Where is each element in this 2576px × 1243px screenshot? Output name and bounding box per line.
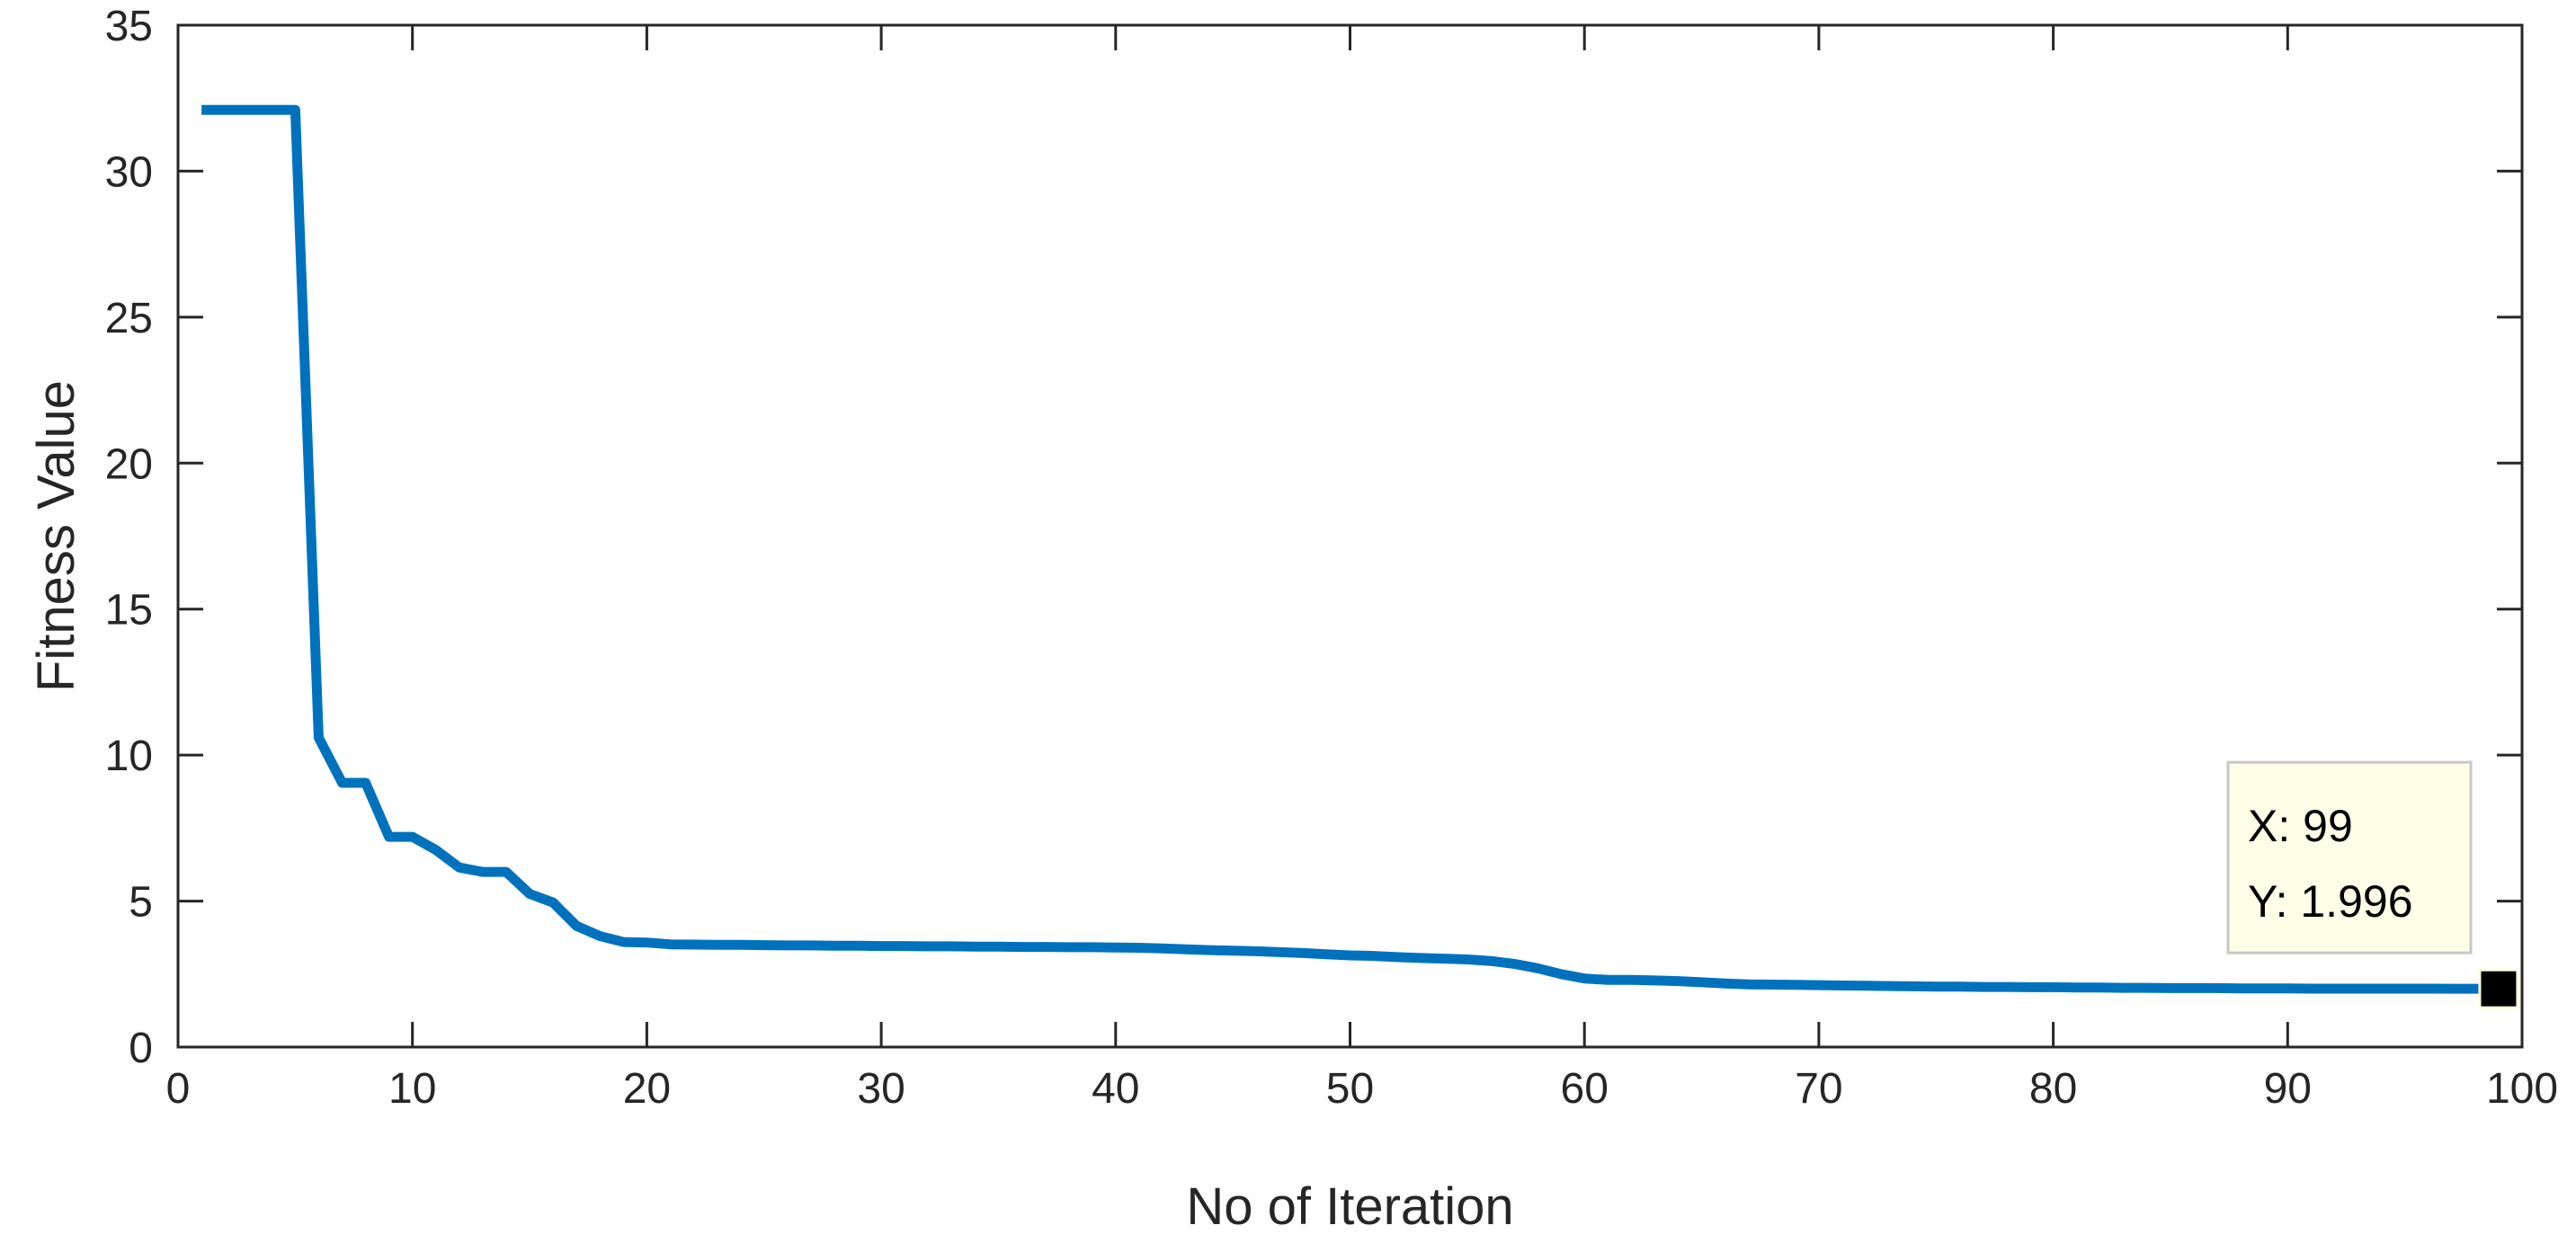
plot-frame [176,23,2524,1049]
x-tick-label: 100 [2486,1065,2558,1113]
x-tick-label: 50 [1326,1065,1374,1113]
datatip-box [2226,760,2473,954]
datatip[interactable]: X: 99 Y: 1.996 [2226,760,2519,1009]
y-tick-label: 10 [105,732,153,780]
x-tick-label: 80 [2029,1065,2077,1113]
x-tick-label: 10 [388,1065,436,1113]
y-tick-label: 20 [105,440,153,488]
y-tick-label: 0 [129,1025,153,1072]
chart-marks [201,104,2499,994]
y-axis-title: Fitness Value [27,380,85,692]
series-line [201,104,2499,994]
x-tick-label: 90 [2264,1065,2312,1113]
x-tick-label: 60 [1561,1065,1609,1113]
y-tick-label: 5 [129,879,153,927]
y-tick-label: 30 [105,148,153,196]
y-tick-label: 15 [105,587,153,635]
y-tick-label: 25 [105,295,153,342]
datatip-marker [2478,968,2519,1009]
x-tick-labels: 0 10 20 30 40 50 60 70 80 90 100 [166,1065,2558,1113]
x-axis-title: No of Iteration [1186,1177,1513,1236]
x-tick-label: 0 [166,1065,191,1113]
x-tick-label: 70 [1795,1065,1842,1113]
x-tick-label: 30 [857,1065,905,1113]
datatip-x-text: X: 99 [2248,801,2353,851]
datatip-y-text: Y: 1.996 [2248,876,2413,927]
x-tick-label: 40 [1092,1065,1139,1113]
y-tick-labels: 0 5 10 15 20 25 30 35 [105,3,153,1072]
y-tick-label: 35 [105,3,153,50]
x-tick-label: 20 [623,1065,671,1113]
